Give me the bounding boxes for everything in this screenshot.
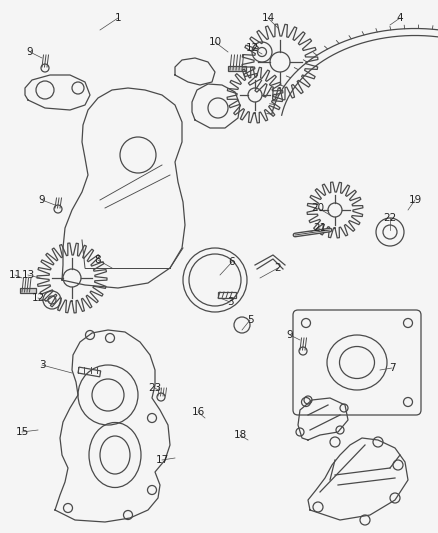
Text: 15: 15 (15, 427, 28, 437)
Text: 16: 16 (191, 407, 205, 417)
Text: 7: 7 (389, 363, 396, 373)
Text: 4: 4 (397, 13, 403, 23)
Text: 5: 5 (247, 315, 253, 325)
Text: 12: 12 (245, 43, 258, 53)
Text: 9: 9 (27, 47, 33, 57)
Text: 22: 22 (383, 213, 397, 223)
Text: 12: 12 (32, 293, 45, 303)
Text: 10: 10 (208, 37, 222, 47)
Text: 9: 9 (39, 195, 45, 205)
Text: 19: 19 (408, 195, 422, 205)
Text: 1: 1 (115, 13, 121, 23)
Text: 3: 3 (39, 360, 45, 370)
Text: 6: 6 (229, 257, 235, 267)
Text: 14: 14 (261, 13, 275, 23)
Text: 9: 9 (287, 330, 293, 340)
Text: 21: 21 (313, 223, 327, 233)
Text: 23: 23 (148, 383, 162, 393)
Bar (78, 367, 101, 377)
Text: 8: 8 (95, 255, 101, 265)
Text: 2: 2 (275, 263, 281, 273)
Text: 17: 17 (155, 455, 169, 465)
Text: 13: 13 (21, 270, 35, 280)
Bar (20, 288, 36, 293)
Text: 3: 3 (227, 297, 233, 307)
Text: 20: 20 (311, 203, 325, 213)
Text: 18: 18 (233, 430, 247, 440)
Bar (228, 66, 246, 71)
Text: 11: 11 (8, 270, 21, 280)
Bar (218, 292, 236, 298)
